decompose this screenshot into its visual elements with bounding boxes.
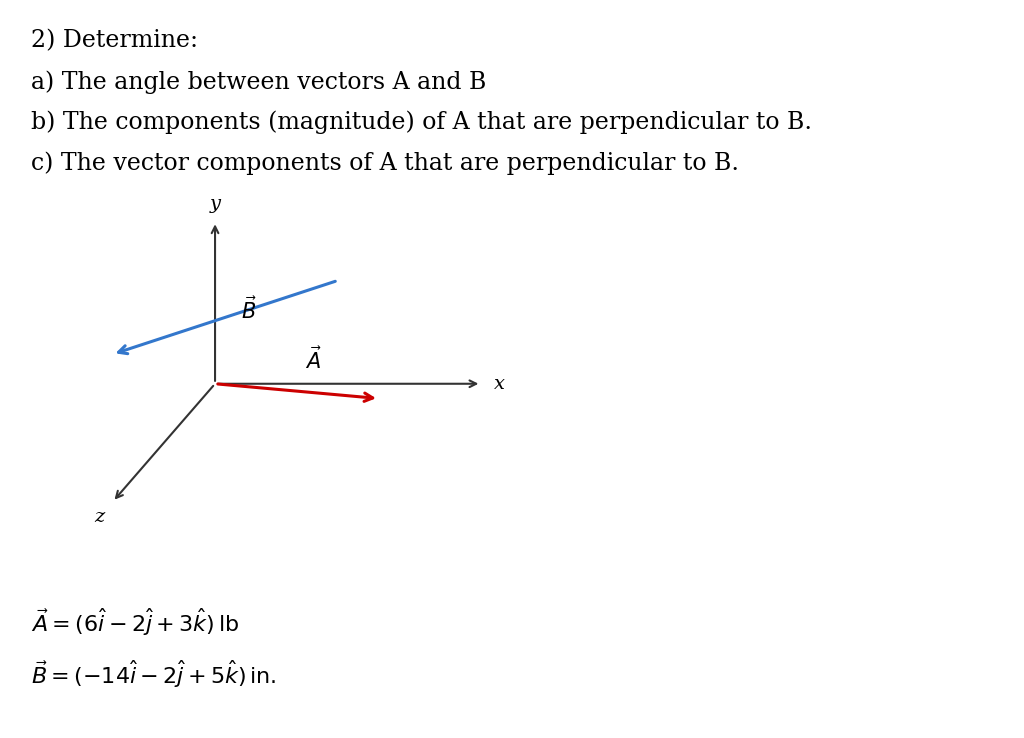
Text: x: x bbox=[494, 375, 505, 393]
Text: z: z bbox=[94, 508, 104, 525]
Text: a) The angle between vectors A and B: a) The angle between vectors A and B bbox=[31, 70, 486, 94]
Text: 2) Determine:: 2) Determine: bbox=[31, 30, 198, 52]
Text: $\vec{B}$: $\vec{B}$ bbox=[241, 297, 256, 323]
Text: $\vec{A}$: $\vec{A}$ bbox=[305, 346, 323, 373]
Text: $\vec{A} = (6\hat{i} - 2\hat{j} + 3\hat{k})\,\mathrm{lb}$: $\vec{A} = (6\hat{i} - 2\hat{j} + 3\hat{… bbox=[31, 607, 239, 638]
Text: $\vec{B} = (-14\hat{i} - 2\hat{j} + 5\hat{k})\,\mathrm{in.}$: $\vec{B} = (-14\hat{i} - 2\hat{j} + 5\ha… bbox=[31, 658, 276, 690]
Text: c) The vector components of A that are perpendicular to B.: c) The vector components of A that are p… bbox=[31, 151, 738, 175]
Text: y: y bbox=[210, 195, 220, 213]
Text: b) The components (magnitude) of A that are perpendicular to B.: b) The components (magnitude) of A that … bbox=[31, 111, 812, 134]
